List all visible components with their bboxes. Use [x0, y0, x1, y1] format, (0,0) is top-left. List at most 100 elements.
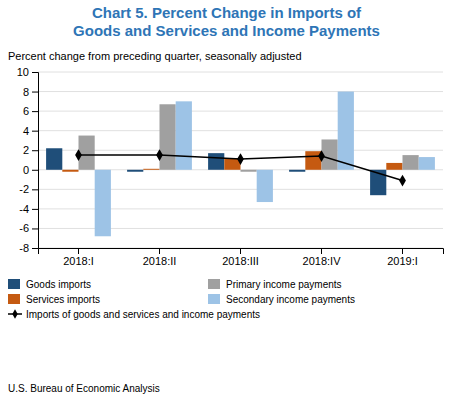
x-tick-label: 2019:I: [387, 255, 418, 267]
bar: [79, 136, 95, 170]
x-axis: 2018:I 2018:II 2018:III 2018:IV 2019:I: [39, 248, 444, 267]
bar: [338, 92, 354, 170]
y-tick: 0: [23, 164, 38, 176]
legend-swatch: [8, 294, 20, 304]
y-tick-label: -4: [19, 203, 29, 215]
y-tick: -6: [19, 222, 38, 234]
x-tick: 2018:IV: [303, 248, 342, 267]
bar: [176, 101, 192, 169]
x-axis-line: [39, 249, 444, 255]
legend-item: Primary income payments: [208, 279, 342, 290]
marker: [318, 150, 325, 162]
x-tick-label: 2018:I: [63, 255, 94, 267]
bar: [289, 170, 305, 172]
y-tick: -2: [19, 183, 38, 195]
y-axis: -8 -6 -4 -2 0 2 4 6 8 10: [17, 66, 39, 254]
legend-marker: [12, 309, 17, 318]
bar: [95, 170, 111, 236]
bar: [386, 163, 402, 170]
y-tick-label: 0: [23, 164, 29, 176]
y-tick: 6: [23, 105, 38, 117]
marker: [237, 153, 244, 165]
y-tick-mark: [32, 228, 38, 229]
x-tick-mark: [78, 248, 79, 254]
legend-swatch: [8, 279, 20, 289]
y-tick-mark: [32, 72, 38, 73]
legend-label: Goods imports: [26, 279, 91, 290]
legend-label: Imports of goods and services and income…: [26, 309, 260, 320]
marker: [75, 149, 82, 161]
grid-line: [38, 91, 443, 92]
y-axis-line: [32, 73, 39, 249]
bar: [160, 104, 176, 170]
y-tick: -4: [19, 203, 38, 215]
x-tick-label: 2018:IV: [303, 255, 342, 267]
title: Chart 5. Percent Change in Imports ofGoo…: [73, 4, 380, 39]
y-tick: 4: [23, 125, 38, 137]
y-tick: 10: [17, 66, 38, 78]
bar: [143, 168, 159, 170]
y-tick: 2: [23, 144, 38, 156]
line-series: [75, 149, 406, 186]
legend-item: Imports of goods and services and income…: [8, 309, 260, 320]
bar: [419, 157, 435, 170]
subtitle: Percent change from preceding quarter, s…: [8, 50, 302, 62]
y-tick-label: 2: [23, 144, 29, 156]
chart: Chart 5. Percent Change in Imports ofGoo…: [0, 0, 453, 400]
y-tick-mark: [32, 131, 38, 132]
y-tick-mark: [32, 209, 38, 210]
bar: [127, 170, 143, 172]
bar: [241, 170, 257, 172]
footer: U.S. Bureau of Economic Analysis: [8, 383, 160, 394]
bar: [208, 153, 224, 170]
bar-series: [79, 104, 419, 171]
x-tick-mark: [159, 248, 160, 254]
legend-swatch: [208, 294, 220, 304]
y-tick-mark: [32, 92, 38, 93]
x-tick-mark: [402, 248, 403, 254]
marker: [156, 149, 163, 161]
y-tick: 8: [23, 86, 38, 98]
x-tick: 2019:I: [387, 248, 418, 267]
grid-line: [38, 111, 443, 112]
bar: [257, 170, 273, 202]
y-tick-mark: [32, 111, 38, 112]
marks: [46, 92, 435, 237]
legend-label: Primary income payments: [226, 279, 342, 290]
legend-item: Services imports: [8, 294, 100, 305]
y-tick-mark: [32, 150, 38, 151]
x-tick: 2018:I: [63, 248, 94, 267]
x-tick-mark: [240, 248, 241, 254]
y-tick-label: -2: [19, 183, 29, 195]
x-tick-label: 2018:II: [143, 255, 177, 267]
y-tick: -8: [19, 242, 38, 254]
y-tick-label: -8: [19, 242, 29, 254]
bar: [305, 151, 321, 170]
y-tick-label: 4: [23, 125, 29, 137]
legend-label: Services imports: [26, 294, 100, 305]
bar-series: [95, 92, 435, 237]
legend: Goods imports Services imports Primary inc…: [8, 279, 355, 320]
y-tick-mark: [32, 189, 38, 190]
bar: [62, 170, 78, 172]
y-tick-label: 6: [23, 105, 29, 117]
legend-swatch: [208, 279, 220, 289]
y-tick-label: 8: [23, 86, 29, 98]
grid-line: [38, 130, 443, 131]
y-tick-mark: [32, 248, 38, 249]
marker: [399, 175, 406, 187]
y-tick-mark: [32, 170, 38, 171]
legend-item: Secondary income payments: [208, 294, 355, 305]
grid-line: [38, 72, 443, 73]
x-tick-mark: [321, 248, 322, 254]
grid: [38, 72, 443, 248]
legend-item: Goods imports: [8, 279, 91, 290]
y-tick-label: -6: [19, 222, 29, 234]
bar: [403, 155, 419, 170]
bar: [46, 148, 62, 170]
x-tick: 2018:II: [143, 248, 177, 267]
x-tick: 2018:III: [222, 248, 259, 267]
x-tick-label: 2018:III: [222, 255, 259, 267]
legend-label: Secondary income payments: [226, 294, 355, 305]
y-tick-label: 10: [17, 66, 29, 78]
